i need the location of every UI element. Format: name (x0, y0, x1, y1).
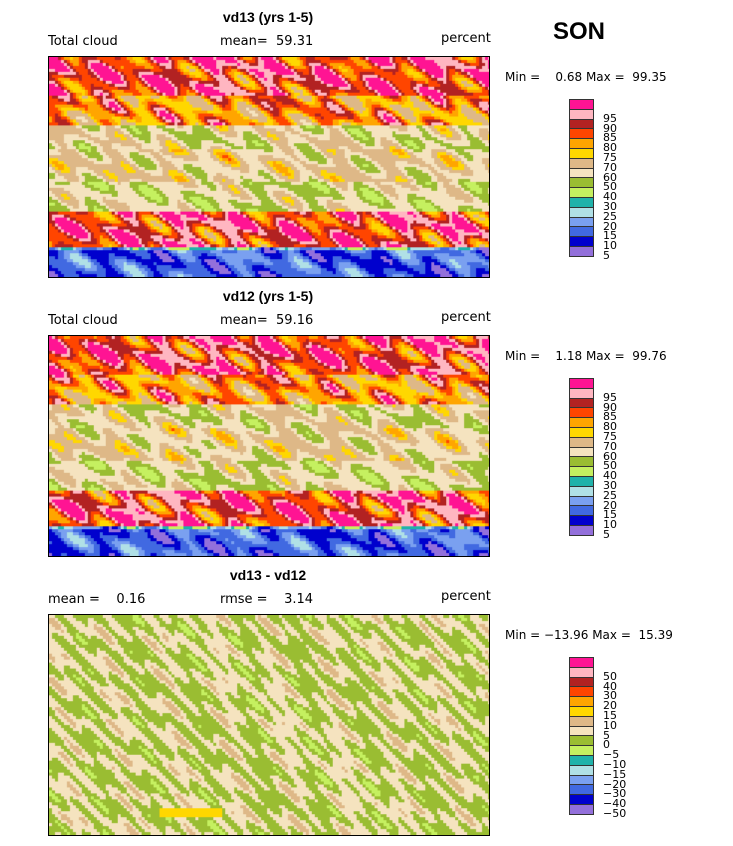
colorbar-swatch (569, 803, 594, 815)
colorbar-tick-label: 90 (603, 121, 617, 135)
colorbar-tick-label: −20 (603, 777, 627, 791)
colorbar-tick-label: 25 (603, 488, 617, 502)
panel-title: vd13 (yrs 1-5) (222, 9, 314, 25)
colorbar-tick-label: 30 (603, 200, 617, 213)
colorbar-tick-label: 50 (603, 180, 617, 194)
contour-map (48, 56, 490, 278)
colorbar (569, 99, 594, 257)
colorbar-tick-label: 10 (603, 518, 617, 532)
colorbar-tick-label: 5 (603, 528, 610, 541)
colorbar-tick-label: 60 (603, 449, 617, 463)
colorbar-tick-label: 50 (603, 669, 617, 683)
colorbar-tick-label: 20 (603, 699, 617, 713)
colorbar-swatch (569, 524, 594, 536)
panel-left-label: Total cloud (48, 313, 118, 328)
colorbar-tick-label: 50 (603, 459, 617, 473)
units-label: percent (441, 589, 491, 604)
colorbar-tick-label: 75 (603, 151, 617, 164)
colorbar-tick-label: 5 (603, 728, 610, 742)
colorbar-tick-label: 70 (603, 160, 617, 174)
colorbar-tick-label: 15 (603, 508, 617, 522)
colorbar-tick-label: −30 (603, 787, 627, 801)
colorbar-tick-label: 70 (603, 439, 617, 453)
min-max-label: Min = −13.96 Max = 15.39 (505, 628, 673, 642)
panel-title: vd12 (yrs 1-5) (222, 288, 314, 304)
colorbar-tick-label: 10 (603, 718, 617, 732)
panel-stat-label: mean= 59.16 (220, 313, 314, 328)
colorbar-tick-label: 85 (603, 131, 617, 145)
colorbar-tick-label: 80 (603, 420, 617, 434)
colorbar-tick-label: 40 (603, 469, 617, 483)
colorbar-tick-label: 15 (603, 229, 617, 243)
colorbar-tick-label: 60 (603, 170, 617, 184)
colorbar-tick-label: 95 (603, 390, 617, 404)
colorbar-tick-label: 40 (603, 679, 617, 693)
colorbar-tick-label: 20 (603, 219, 617, 233)
panel-stat-label: rmse = 3.14 (220, 592, 314, 607)
colorbar-tick-label: 25 (603, 209, 617, 223)
min-max-label: Min = 1.18 Max = 99.76 (505, 349, 667, 363)
panel-stat-label: mean= 59.31 (220, 34, 314, 49)
colorbar-tick-label: 90 (603, 400, 617, 414)
colorbar-tick-label: 95 (603, 111, 617, 125)
colorbar-tick-label: 30 (603, 689, 617, 703)
colorbar-tick-label: 85 (603, 410, 617, 424)
colorbar-tick-label: −40 (603, 797, 627, 811)
units-label: percent (441, 310, 491, 325)
colorbar (569, 378, 594, 536)
colorbar-tick-label: 80 (603, 141, 617, 155)
colorbar (569, 657, 594, 815)
colorbar-tick-label: 5 (603, 249, 610, 262)
colorbar-swatch (569, 245, 594, 257)
colorbar-tick-label: 15 (603, 709, 617, 722)
colorbar-tick-label: −50 (603, 807, 627, 820)
colorbar-tick-label: −10 (603, 758, 627, 771)
panel-left-label: Total cloud (48, 34, 118, 49)
colorbar-tick-label: 20 (603, 498, 617, 512)
units-label: percent (441, 31, 491, 46)
colorbar-tick-label: −15 (603, 767, 627, 781)
colorbar-tick-label: −5 (603, 748, 620, 762)
colorbar-tick-label: 75 (603, 430, 617, 443)
contour-map (48, 614, 490, 836)
season-label: SON (553, 18, 606, 45)
panel-title: vd13 - vd12 (229, 567, 307, 583)
colorbar-tick-label: 40 (603, 190, 617, 204)
min-max-label: Min = 0.68 Max = 99.35 (505, 70, 667, 84)
panel-left-label: mean = 0.16 (48, 592, 146, 607)
colorbar-tick-label: 10 (603, 239, 617, 253)
colorbar-tick-label: 0 (603, 738, 610, 752)
colorbar-tick-label: 30 (603, 479, 617, 492)
contour-map (48, 335, 490, 557)
